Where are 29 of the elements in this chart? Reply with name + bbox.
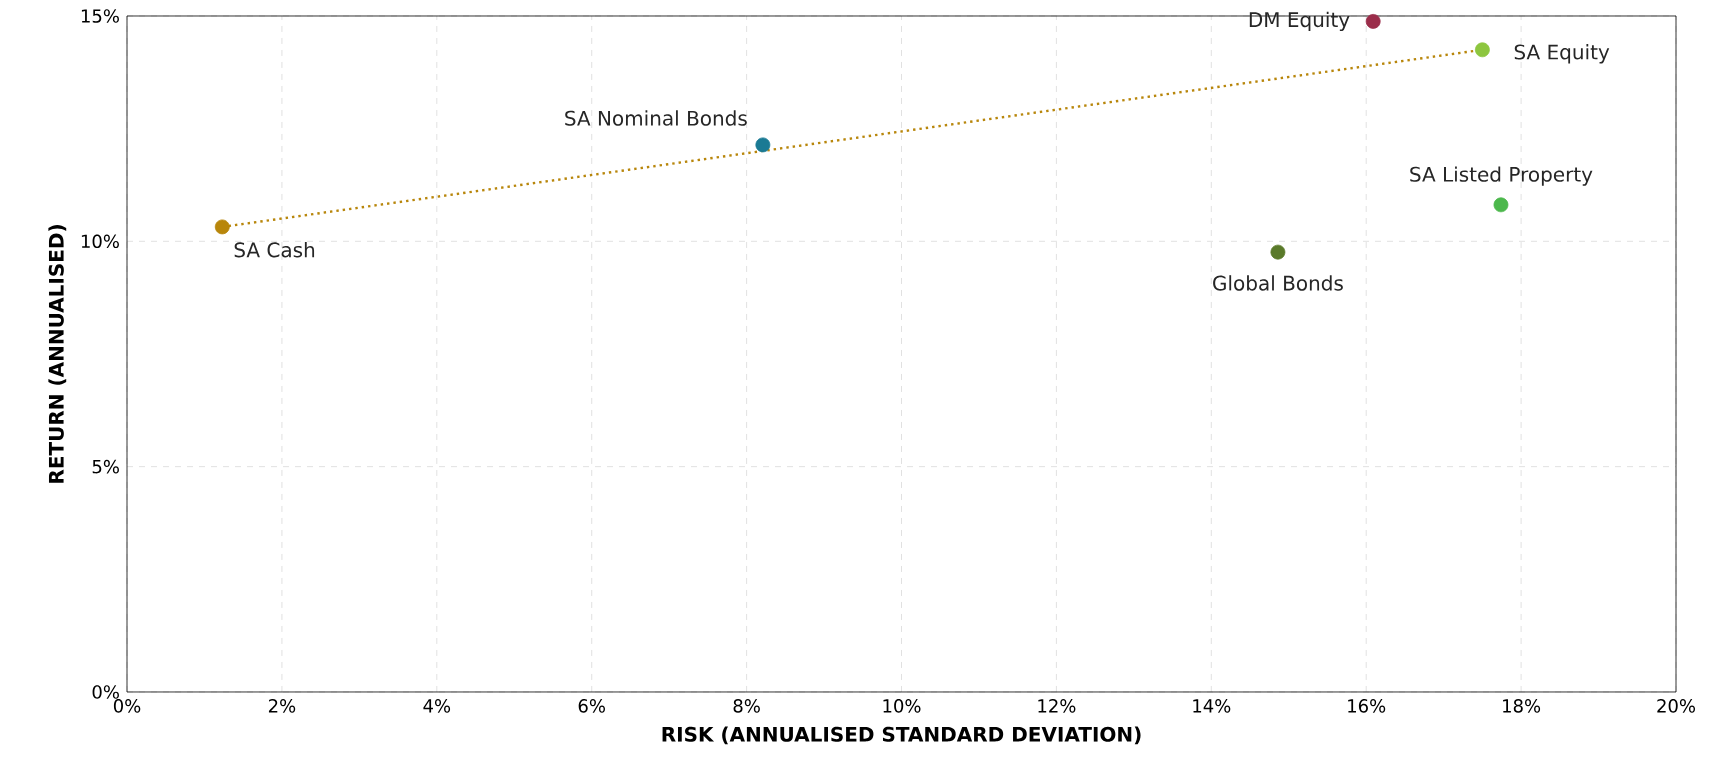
x-tick-label: 12% <box>1038 699 1076 713</box>
series-label: SA Listed Property <box>1410 166 1593 186</box>
point <box>1493 197 1509 213</box>
x-tick-label: 8% <box>733 699 760 713</box>
x-tick-label: 20% <box>1657 699 1696 713</box>
y-tick-label: 5% <box>92 459 119 474</box>
x-tick-label: 14% <box>1193 699 1231 713</box>
x-tick-label: 16% <box>1348 699 1386 713</box>
point <box>1365 14 1381 29</box>
x-tick-label: 0% <box>113 699 141 713</box>
x-tick-label: 2% <box>268 699 296 713</box>
x-tick-label: 10% <box>883 699 921 713</box>
series-label: DM Equity <box>1249 11 1350 32</box>
point <box>755 137 771 153</box>
x-tick-label: 6% <box>578 699 605 713</box>
x-axis-title: RISK (ANNUALISED STANDARD DEVIATION) <box>662 726 1141 745</box>
series-label: SA Nominal Bonds <box>565 110 747 126</box>
x-tick-label: 4% <box>423 699 451 713</box>
x-tick-label: 18% <box>1503 699 1541 713</box>
point <box>1270 244 1286 260</box>
series-label: SA Equity <box>1514 44 1610 64</box>
series-label: SA Cash <box>234 241 315 258</box>
point <box>214 219 230 235</box>
y-tick-label: 10% <box>81 234 119 249</box>
y-tick-label: 15% <box>81 9 119 23</box>
series-label: Global Bonds <box>1213 275 1343 291</box>
y-tick-label: 0% <box>92 685 119 699</box>
y-axis-title: RETURN (ANNUALISED) <box>48 225 67 483</box>
point <box>1474 42 1490 58</box>
